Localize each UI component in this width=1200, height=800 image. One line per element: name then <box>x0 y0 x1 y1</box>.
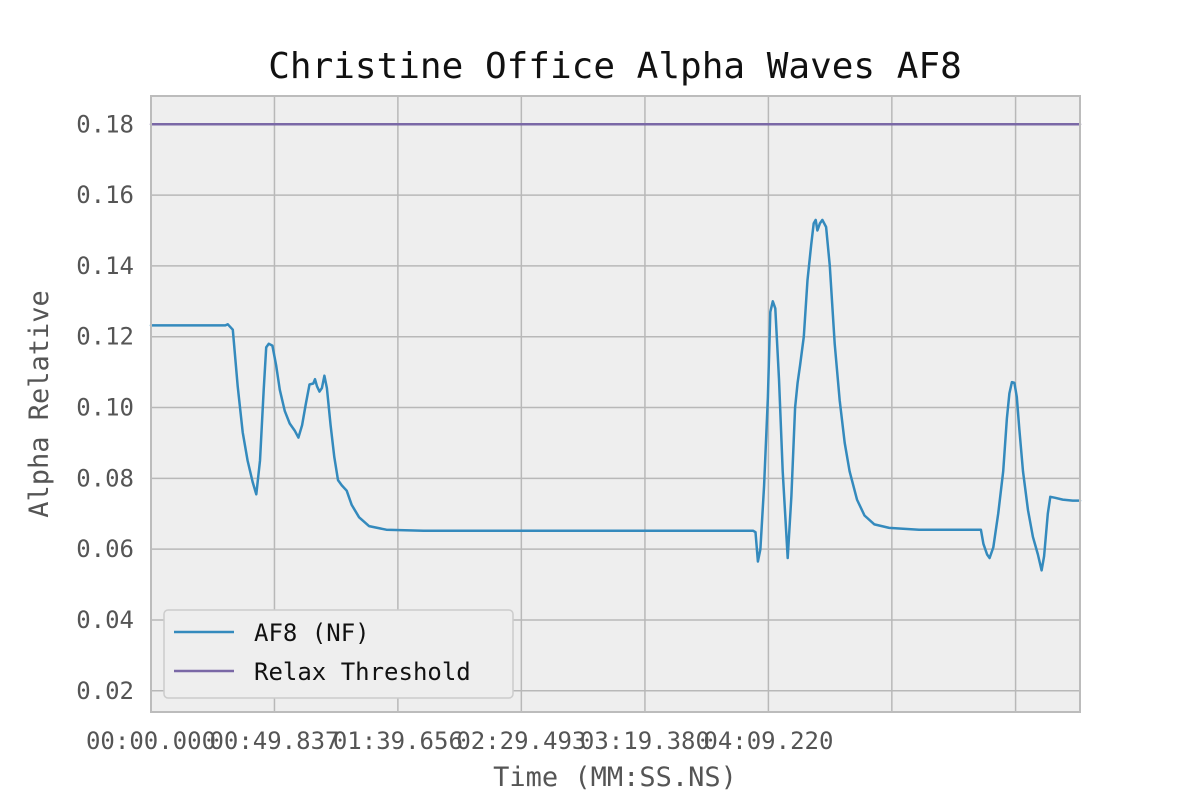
x-tick-labels: 00:00.00000:49.83701:39.65602:29.49303:1… <box>86 727 833 755</box>
y-tick-labels: 0.02 0.04 0.06 0.08 0.10 0.12 0.14 0.16 0.18 <box>76 110 134 704</box>
y-tick-label: 0.06 <box>76 535 134 563</box>
legend-label-af8: AF8 (NF) <box>254 619 370 647</box>
y-tick-label: 0.12 <box>76 323 134 351</box>
y-tick-label: 0.16 <box>76 181 134 209</box>
x-tick-label: 00:49.837 <box>209 727 339 755</box>
series-lines <box>149 123 1082 572</box>
legend: AF8 (NF) Relax Threshold <box>163 609 514 699</box>
x-tick-label: 03:19.380 <box>580 727 710 755</box>
chart-title: Christine Office Alpha Waves AF8 <box>268 46 962 87</box>
y-tick-label: 0.10 <box>76 394 134 422</box>
plot-frame <box>150 95 1081 713</box>
legend-label-relax-threshold: Relax Threshold <box>254 658 471 686</box>
y-tick-label: 0.18 <box>76 110 134 138</box>
legend-box <box>163 609 514 699</box>
x-tick-label: 01:39.656 <box>333 727 463 755</box>
series-line-af8-nf <box>149 218 1082 572</box>
y-tick-label: 0.04 <box>76 606 134 634</box>
y-tick-label: 0.14 <box>76 252 134 280</box>
y-tick-label: 0.08 <box>76 464 134 492</box>
x-tick-label: 04:09.220 <box>703 727 833 755</box>
x-tick-label: 00:00.000 <box>86 727 216 755</box>
y-axis-label: Alpha Relative <box>24 290 55 518</box>
x-axis-label: Time (MM:SS.NS) <box>493 762 737 793</box>
y-tick-label: 0.02 <box>76 677 134 705</box>
x-tick-label: 02:29.493 <box>456 727 586 755</box>
